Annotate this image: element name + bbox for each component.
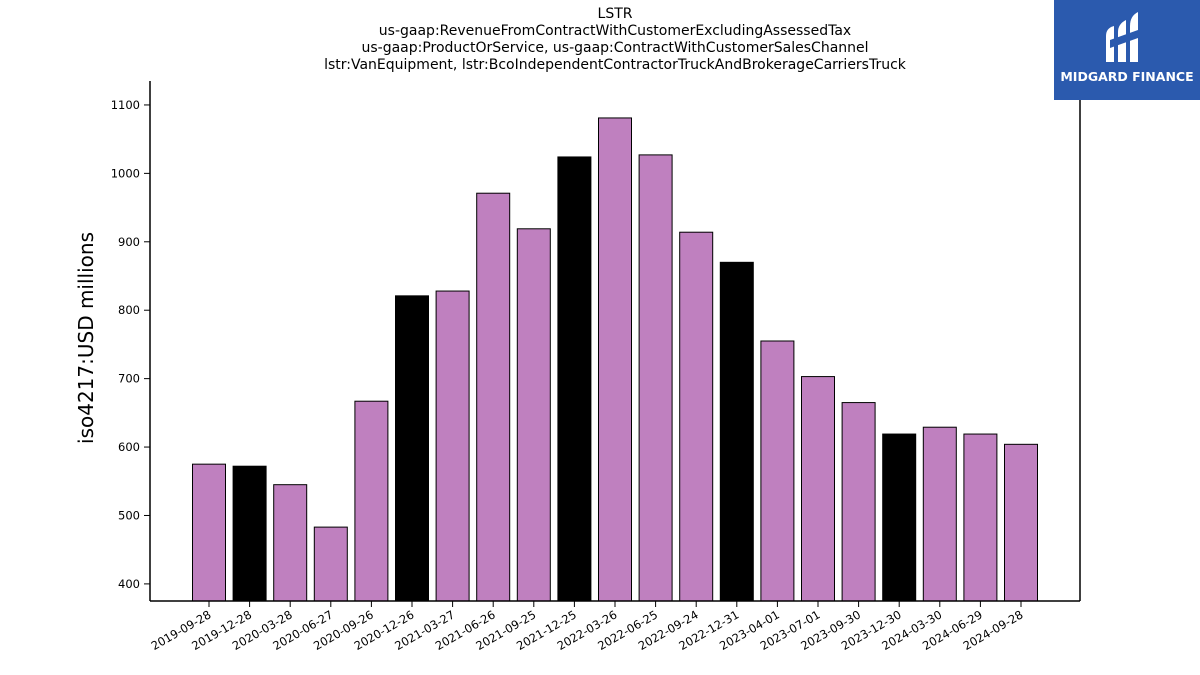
bar [435,290,470,602]
bar [841,402,876,602]
y-tick-label: 400 [118,577,140,591]
y-tick-label: 1000 [111,166,140,180]
chart-title-line: us-gaap:ProductOrService, us-gaap:Contra… [361,40,869,56]
y-tick-label: 500 [118,508,140,522]
y-tick-label: 1100 [111,98,140,112]
chart-title: LSTR us-gaap:RevenueFromContractWithCust… [150,6,1080,74]
bar [801,376,835,602]
y-tick-label: 900 [118,235,140,249]
brand-logo: MIDGARD FINANCE [1054,0,1200,100]
chart-title-line: lstr:VanEquipment, lstr:BcoIndependentCo… [324,57,906,73]
bar [516,228,551,602]
bar [476,192,511,602]
bar [963,433,998,602]
bar [679,231,714,602]
bar [1004,443,1038,602]
bar [232,465,267,602]
chart-title-line: LSTR [597,6,633,22]
bar [354,400,389,602]
y-tick-label: 600 [118,440,140,454]
y-tick-label: 800 [118,303,140,317]
bar [922,426,957,602]
chart-title-line: us-gaap:RevenueFromContractWithCustomerE… [378,23,852,39]
bar [598,117,632,602]
bar [192,463,226,602]
y-tick-label: 700 [118,372,140,386]
bar [557,156,592,602]
bar [760,340,795,602]
bar [638,154,673,602]
bar [882,433,917,602]
bar [395,295,429,602]
brand-name: MIDGARD FINANCE [1060,69,1194,84]
bar [273,484,308,602]
midgard-logo-icon [1106,12,1138,62]
bar [313,526,348,602]
bar [719,261,754,602]
